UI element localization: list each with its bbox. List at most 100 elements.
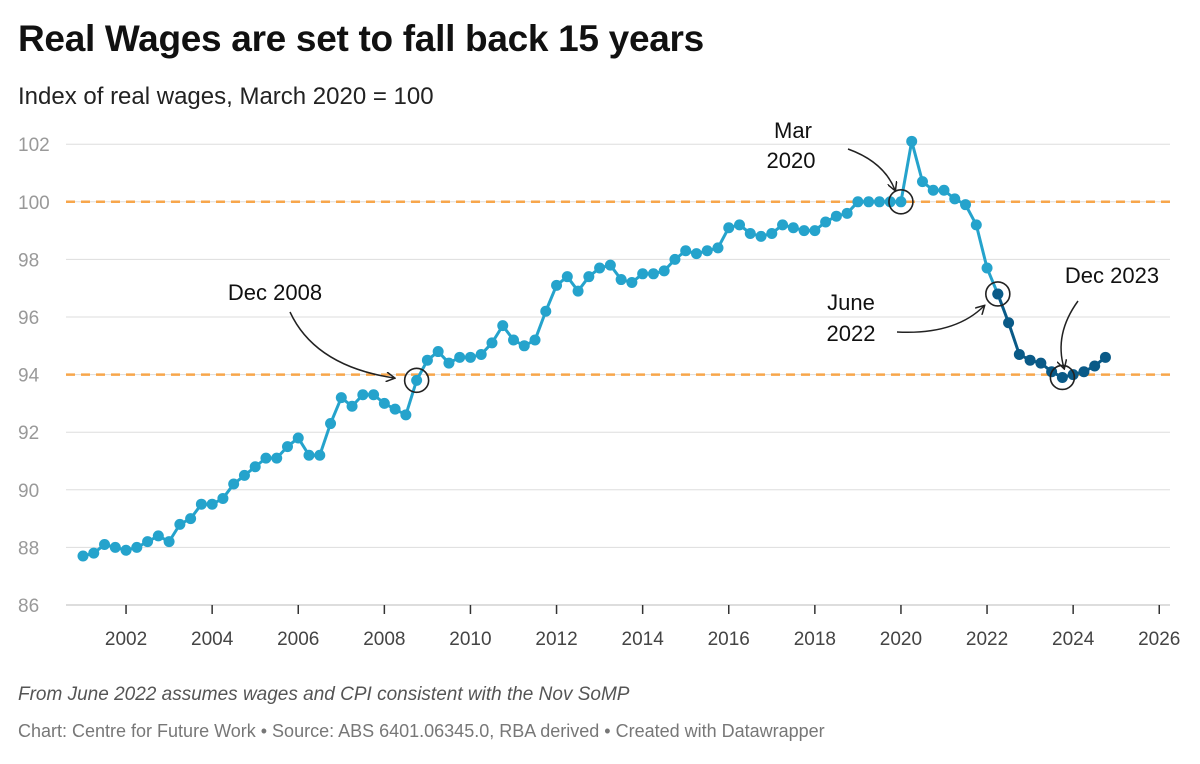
data-point xyxy=(464,351,476,363)
data-point xyxy=(551,279,563,291)
x-tick-label: 2020 xyxy=(880,629,922,650)
data-point xyxy=(131,541,143,553)
data-point xyxy=(88,547,100,559)
x-tick-label: 2012 xyxy=(535,629,577,650)
data-point xyxy=(120,544,132,556)
data-point xyxy=(163,536,175,548)
data-point xyxy=(981,262,993,274)
data-point xyxy=(992,288,1004,300)
data-point xyxy=(109,541,121,553)
y-tick-label: 88 xyxy=(18,538,39,559)
data-point xyxy=(174,518,186,530)
data-point xyxy=(690,248,702,260)
data-point xyxy=(281,441,293,453)
chart-credit: Chart: Centre for Future Work • Source: … xyxy=(18,721,825,741)
data-point xyxy=(626,276,638,288)
data-point xyxy=(346,400,358,412)
chart-subtitle: Index of real wages, March 2020 = 100 xyxy=(18,83,434,110)
annotation-label: Mar xyxy=(774,118,812,143)
data-point xyxy=(271,452,283,464)
annotation-arrow xyxy=(1061,300,1079,368)
annotation-circle xyxy=(403,367,430,394)
data-point xyxy=(1089,360,1101,372)
data-point xyxy=(260,452,272,464)
y-tick-label: 86 xyxy=(18,596,39,617)
x-tick-label: 2004 xyxy=(191,629,234,650)
data-point xyxy=(777,219,789,231)
data-point xyxy=(615,274,627,286)
data-point xyxy=(77,550,89,562)
data-point xyxy=(217,492,229,504)
data-point xyxy=(1078,366,1090,378)
data-point xyxy=(680,245,692,257)
data-point xyxy=(421,354,433,366)
data-point xyxy=(830,210,842,222)
data-point xyxy=(1035,357,1047,369)
data-point xyxy=(1099,351,1111,363)
data-point xyxy=(970,219,982,231)
data-point xyxy=(884,196,896,208)
data-point xyxy=(669,253,681,265)
data-point xyxy=(142,536,154,548)
data-point xyxy=(389,403,401,415)
data-point xyxy=(744,227,756,239)
data-point xyxy=(368,389,380,401)
data-point xyxy=(335,392,347,404)
data-point xyxy=(906,135,918,147)
y-tick-label: 90 xyxy=(18,481,39,502)
data-point xyxy=(1013,348,1025,360)
data-point xyxy=(701,245,713,257)
data-point xyxy=(1067,369,1079,381)
annotation-label: Dec 2008 xyxy=(228,280,322,305)
data-point xyxy=(325,418,337,430)
data-point xyxy=(604,259,616,271)
data-point xyxy=(292,432,304,444)
data-point xyxy=(475,348,487,360)
x-tick-label: 2006 xyxy=(277,629,319,650)
data-point xyxy=(529,334,541,346)
data-point xyxy=(938,184,950,196)
data-point xyxy=(561,271,573,283)
data-point xyxy=(195,498,207,510)
x-tick-label: 2008 xyxy=(363,629,405,650)
annotation-circle xyxy=(985,281,1011,307)
x-tick-label: 2022 xyxy=(966,629,1008,650)
data-point xyxy=(572,285,584,297)
data-point xyxy=(443,357,455,369)
annotation-label: 2022 xyxy=(827,321,876,346)
data-point xyxy=(895,196,907,208)
y-tick-label: 96 xyxy=(18,308,39,329)
data-point xyxy=(1003,317,1015,329)
y-tick-label: 94 xyxy=(18,366,40,387)
data-point xyxy=(766,227,778,239)
data-point xyxy=(432,346,444,358)
data-point xyxy=(357,389,369,401)
y-tick-label: 92 xyxy=(18,423,39,444)
data-point xyxy=(723,222,735,234)
chart-note: From June 2022 assumes wages and CPI con… xyxy=(18,684,630,705)
annotation-arrow xyxy=(847,148,895,190)
data-point xyxy=(916,176,928,188)
data-point xyxy=(185,513,197,525)
data-point xyxy=(583,271,595,283)
data-point xyxy=(1056,371,1068,383)
data-point xyxy=(314,449,326,461)
data-point xyxy=(712,242,724,254)
data-point xyxy=(755,230,767,242)
data-point xyxy=(927,184,939,196)
x-tick-label: 2002 xyxy=(105,629,147,650)
data-point xyxy=(206,498,218,510)
annotation-circle xyxy=(888,189,914,215)
x-tick-label: 2014 xyxy=(622,629,665,650)
x-tick-label: 2016 xyxy=(708,629,750,650)
x-tick-label: 2018 xyxy=(794,629,836,650)
x-tick-label: 2024 xyxy=(1052,629,1095,650)
data-point xyxy=(411,374,423,386)
data-point xyxy=(454,351,466,363)
data-point xyxy=(863,196,875,208)
annotation-label: June xyxy=(827,290,875,315)
data-point xyxy=(809,225,821,237)
data-point xyxy=(647,268,659,280)
data-point xyxy=(787,222,799,234)
